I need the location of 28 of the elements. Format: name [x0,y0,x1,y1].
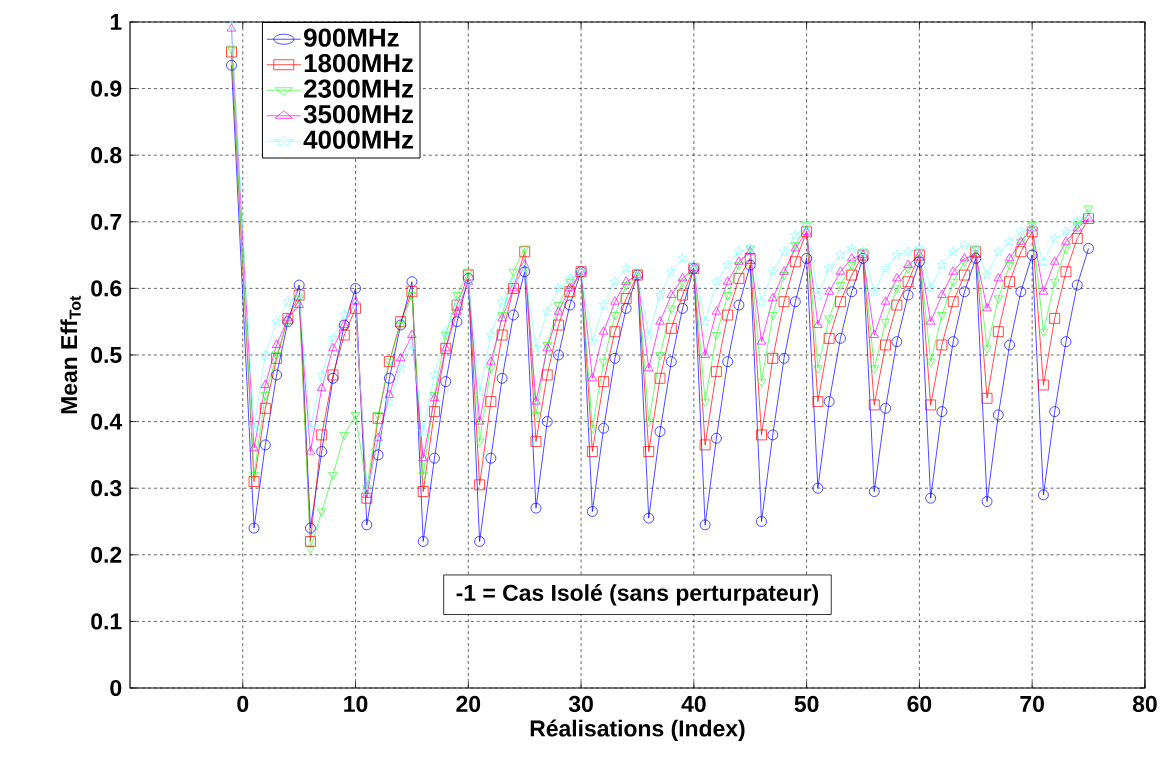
y-tick-label: 0.6 [91,280,122,297]
x-tick-label: 50 [794,695,819,713]
y-tick-label: 0.4 [91,413,123,430]
x-axis-title: Réalisations (Index) [530,719,745,742]
y-tick-label: 0.1 [91,613,122,630]
x-tick-label: 70 [1020,695,1044,713]
y-tick-label: 0.9 [91,80,122,97]
y-tick-label: 0 [110,679,122,697]
y-axis-title: Mean Eff$_{Tot}$ [60,295,81,414]
x-tick-label: 20 [456,695,481,713]
y-tick-label: 1 [110,14,122,30]
y-tick-label: 0.8 [91,147,122,164]
annotation: -1 = Cas Isolé (sans perturpateur) [456,583,819,606]
x-tick-label: 40 [681,695,706,713]
x-tick-label: 0 [237,695,249,713]
x-tick-label: 80 [1132,695,1157,713]
y-tick-label: 0.5 [91,346,122,364]
x-tick-label: 10 [344,695,368,713]
legend-label: 2300MHz [304,79,414,98]
y-tick-label: 0.3 [91,480,122,497]
legend-label: 900MHz [304,28,399,47]
legend-label: 1800MHz [304,53,414,73]
x-tick-label: 30 [568,695,593,713]
legend-label: 3500MHz [303,104,414,124]
x-tick-label: 60 [907,695,932,713]
y-tick-label: 0.7 [91,213,122,230]
legend-label: 4000MHz [303,130,414,149]
y-tick-label: 0.2 [91,546,122,563]
